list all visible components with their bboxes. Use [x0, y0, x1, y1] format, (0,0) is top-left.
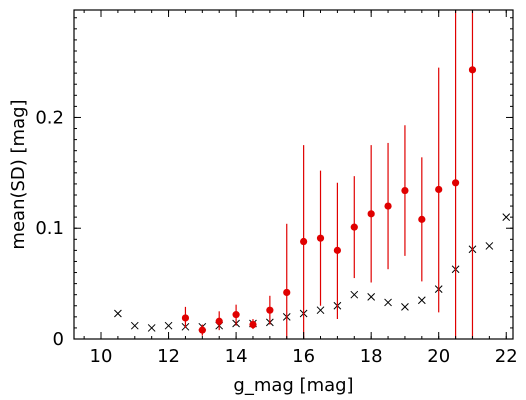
x-tick-label: 16: [292, 346, 315, 367]
x-marker-point: [164, 321, 173, 330]
mean-point: [181, 314, 190, 322]
x-tick-label: 22: [495, 346, 518, 367]
mean-point: [367, 210, 375, 218]
mean-point: [451, 179, 460, 187]
mean-point: [198, 326, 206, 334]
data-marks: [114, 10, 511, 339]
x-marker-point: [485, 242, 494, 250]
x-marker-point: [401, 303, 409, 311]
x-marker-point: [417, 296, 426, 305]
x-marker-point: [502, 213, 511, 222]
x-tick-label: 18: [360, 346, 383, 367]
mean-point: [249, 320, 257, 329]
y-axis-label: mean(SD) [mag]: [8, 99, 29, 249]
x-marker-point: [114, 309, 122, 318]
x-tick-label: 10: [90, 346, 113, 367]
x-tick-label: 20: [427, 346, 450, 367]
x-axis-label: g_mag [mag]: [233, 375, 353, 396]
mean-point: [283, 288, 291, 297]
mean-point: [350, 223, 358, 231]
x-marker-point: [350, 290, 359, 299]
y-tick-label: 0.2: [35, 107, 64, 128]
x-tick-label: 12: [157, 346, 180, 367]
plot-frame: [73, 9, 514, 340]
mean-point: [300, 237, 308, 246]
x-marker-point: [316, 306, 325, 315]
x-marker-point: [367, 293, 376, 301]
mean-point: [435, 185, 443, 194]
x-tick-label: 14: [225, 346, 248, 367]
y-tick-label: 0: [53, 329, 64, 350]
mean-point: [333, 246, 341, 254]
mean-point: [384, 202, 392, 210]
mean-point: [418, 215, 426, 223]
mean-point: [215, 317, 223, 325]
x-marker-point: [147, 324, 156, 332]
x-marker-point: [384, 298, 392, 307]
mean-point: [316, 234, 325, 242]
axis-ticks: 10 12 14 16 18 20 22 0 0.1 0.2: [35, 10, 518, 367]
mean-point: [232, 311, 240, 319]
mean-point: [266, 306, 274, 314]
y-tick-label: 0.1: [35, 218, 64, 239]
x-marker-point: [130, 321, 139, 330]
mean-point: [401, 186, 409, 195]
mean-point: [468, 66, 477, 74]
